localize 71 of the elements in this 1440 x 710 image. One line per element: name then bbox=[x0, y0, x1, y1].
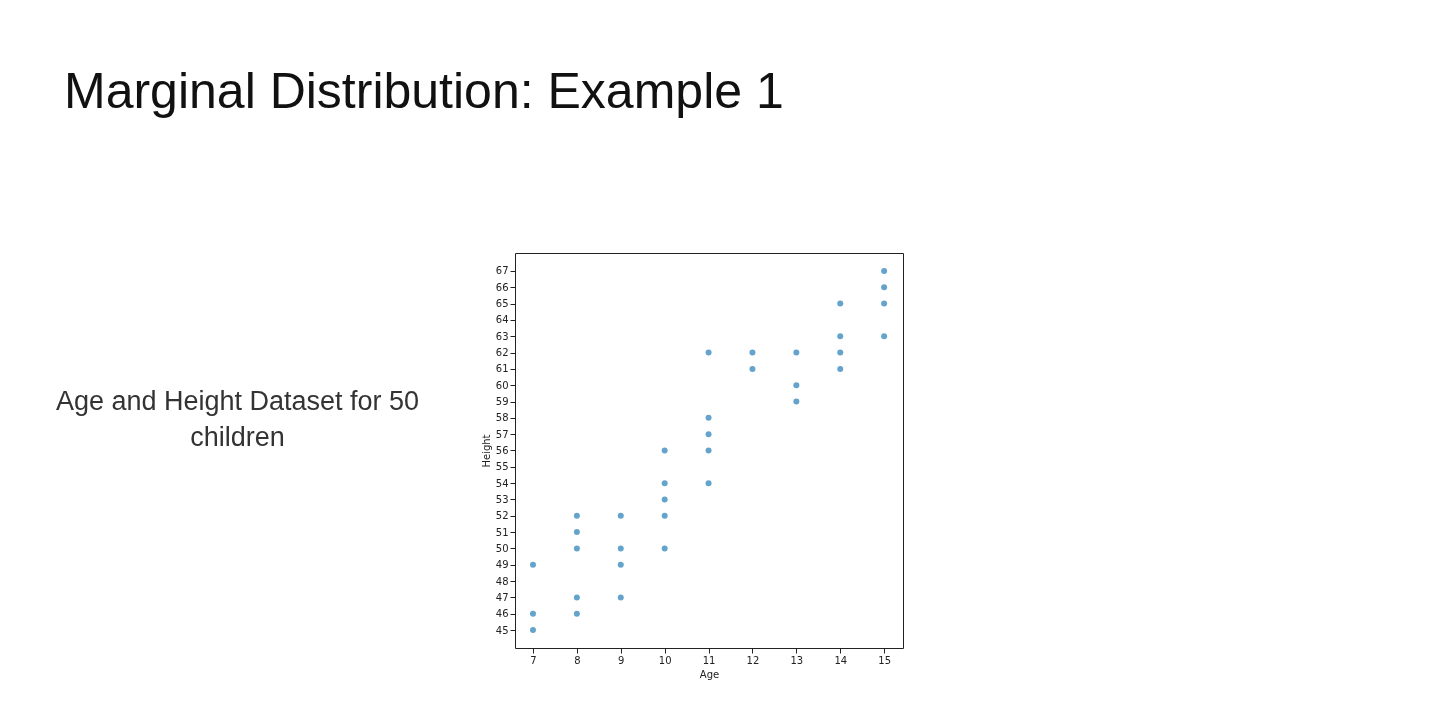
point bbox=[573, 545, 580, 552]
x-tick-label: 14 bbox=[834, 654, 848, 666]
y-tick-label: 54 bbox=[495, 477, 509, 489]
point bbox=[661, 447, 668, 454]
y-tick-label: 63 bbox=[495, 330, 509, 342]
x-tick-label: 7 bbox=[530, 654, 537, 666]
point bbox=[617, 545, 624, 552]
point bbox=[661, 480, 668, 487]
point bbox=[705, 480, 712, 487]
y-tick-label: 62 bbox=[495, 347, 509, 359]
point bbox=[705, 414, 712, 421]
y-tick-label: 64 bbox=[495, 314, 509, 326]
point bbox=[881, 333, 888, 340]
point bbox=[661, 496, 668, 503]
point bbox=[793, 398, 800, 405]
x-tick-label: 8 bbox=[574, 654, 581, 666]
point bbox=[793, 382, 800, 389]
point bbox=[837, 300, 844, 307]
point bbox=[530, 627, 536, 634]
y-tick-label: 46 bbox=[495, 608, 509, 620]
x-tick-label: 9 bbox=[618, 654, 625, 666]
y-tick-label: 61 bbox=[495, 363, 509, 375]
text: Age and Height Dataset for 50 children bbox=[54, 385, 421, 454]
point bbox=[617, 512, 624, 519]
point bbox=[881, 284, 888, 291]
point bbox=[881, 300, 888, 307]
x-tick-label: 15 bbox=[878, 654, 891, 666]
point bbox=[749, 365, 756, 372]
y-tick-label: 52 bbox=[495, 510, 509, 522]
x-tick-label: 12 bbox=[746, 654, 760, 666]
point bbox=[573, 594, 580, 601]
y-tick-label: 56 bbox=[495, 445, 509, 456]
point bbox=[661, 545, 668, 552]
point bbox=[837, 365, 844, 372]
x-axis-title: Age bbox=[699, 668, 720, 680]
y-tick-label: 59 bbox=[495, 396, 509, 408]
y-tick-label: 48 bbox=[495, 575, 509, 587]
y-tick-label: 60 bbox=[495, 379, 509, 391]
y-tick-label: 57 bbox=[495, 428, 509, 440]
point bbox=[837, 333, 844, 340]
y-axis-title: Height bbox=[480, 434, 492, 468]
point bbox=[573, 529, 580, 536]
y-tick-label: 49 bbox=[495, 559, 509, 571]
y-tick-label: 65 bbox=[495, 298, 509, 310]
point bbox=[793, 349, 800, 356]
point bbox=[530, 610, 536, 617]
y-tick-label: 55 bbox=[495, 461, 509, 473]
x-tick-label: 13 bbox=[790, 654, 804, 666]
x-tick-label: 11 bbox=[702, 654, 716, 666]
point bbox=[705, 431, 712, 438]
x-tick-label: 10 bbox=[658, 654, 672, 666]
y-tick-label: 53 bbox=[495, 493, 509, 505]
y-tick-label: 67 bbox=[495, 265, 509, 277]
point bbox=[617, 561, 624, 568]
point bbox=[617, 594, 624, 601]
point bbox=[837, 349, 844, 356]
point bbox=[705, 447, 712, 454]
point bbox=[573, 610, 580, 617]
y-tick-label: 58 bbox=[495, 412, 509, 424]
y-tick-label: 51 bbox=[495, 526, 509, 538]
point bbox=[881, 267, 888, 274]
chart-title: Marginal Distribution: Example 1 bbox=[64, 62, 784, 120]
point bbox=[661, 512, 668, 519]
point bbox=[749, 349, 756, 356]
point bbox=[530, 561, 536, 568]
point bbox=[705, 349, 712, 356]
y-tick-label: 45 bbox=[495, 624, 509, 636]
y-tick-label: 66 bbox=[495, 281, 509, 293]
y-tick-label: 50 bbox=[495, 542, 509, 554]
point bbox=[573, 512, 580, 519]
y-tick-label: 47 bbox=[495, 591, 509, 603]
